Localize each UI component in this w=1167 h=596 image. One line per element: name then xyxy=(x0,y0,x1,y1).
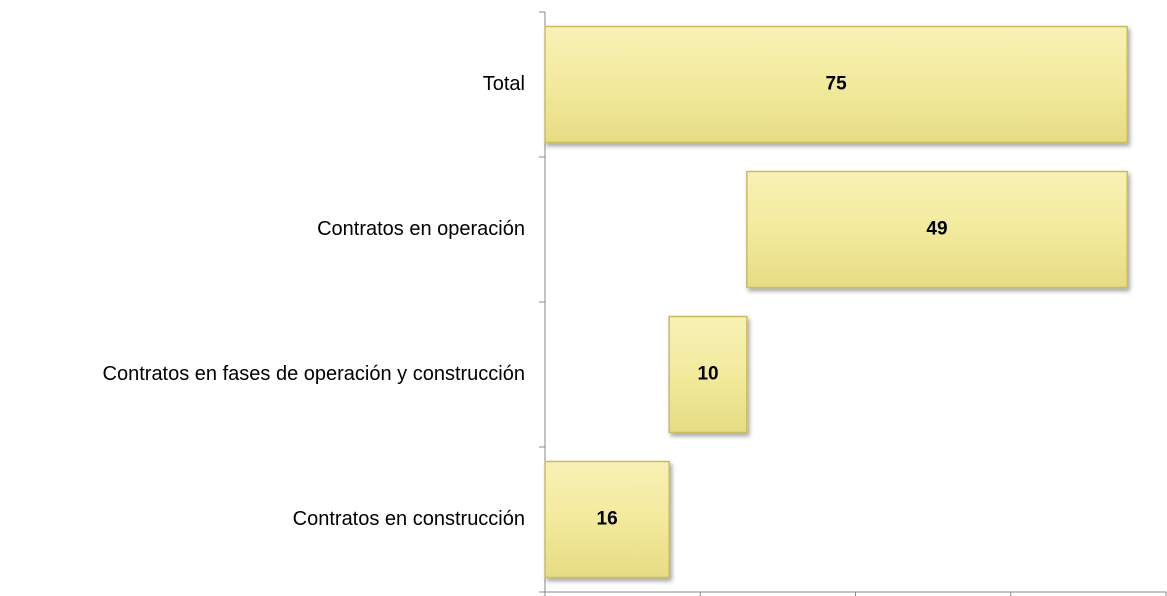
bar xyxy=(544,460,670,579)
value-label: 16 xyxy=(597,509,618,530)
value-label: 49 xyxy=(926,219,947,240)
bar xyxy=(746,170,1128,289)
bar xyxy=(668,315,748,434)
category-label: Contratos en fases de operación y constr… xyxy=(103,363,525,385)
value-label: 10 xyxy=(697,364,718,385)
category-label: Contratos en construcción xyxy=(293,508,525,530)
bar xyxy=(544,25,1128,144)
category-label: Contratos en operación xyxy=(317,218,525,240)
value-label: 75 xyxy=(826,74,848,95)
category-label: Total xyxy=(483,73,525,95)
